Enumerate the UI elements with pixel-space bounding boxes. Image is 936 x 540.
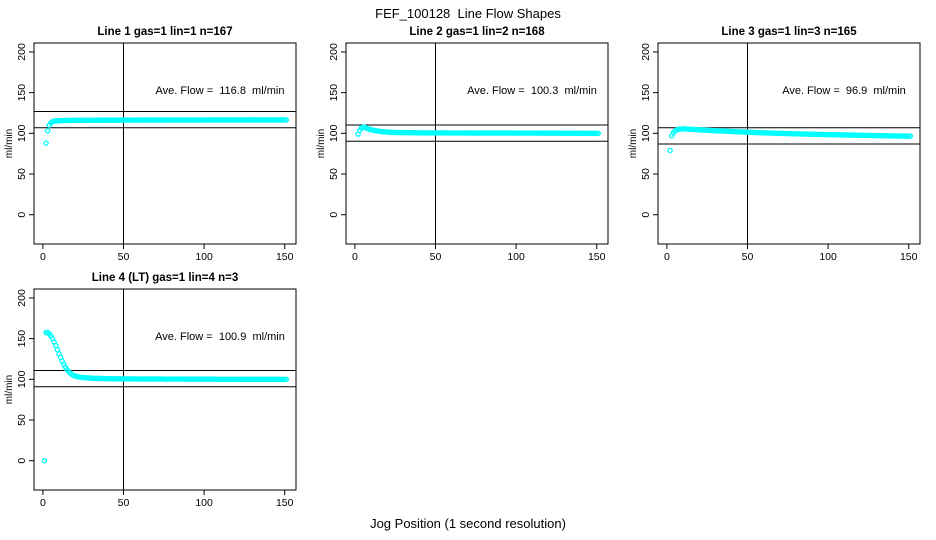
panel-title: Line 3 gas=1 lin=3 n=165	[721, 26, 857, 38]
svg-text:200: 200	[16, 289, 28, 307]
svg-text:100: 100	[195, 497, 213, 509]
panel-line-2: Line 2 gas=1 lin=2 n=168 0 50 100 150 0 50 100…	[312, 26, 624, 272]
ave-flow-annotation: Ave. Flow = 100.3 ml/min	[467, 85, 597, 97]
svg-text:0: 0	[352, 251, 358, 263]
panel-title: Line 1 gas=1 lin=1 n=167	[97, 26, 233, 38]
svg-text:100: 100	[16, 370, 28, 388]
svg-text:0: 0	[664, 251, 670, 263]
svg-text:ml/min: ml/min	[4, 129, 15, 158]
svg-text:50: 50	[118, 251, 130, 263]
svg-text:50: 50	[118, 497, 130, 509]
svg-text:150: 150	[328, 84, 340, 102]
svg-text:150: 150	[640, 84, 652, 102]
svg-text:0: 0	[640, 212, 652, 218]
figure-title: FEF_100128 Line Flow Shapes	[375, 6, 561, 21]
scatter-plot: 0 50 100 150 0 50 100 150 200 ml/min	[628, 42, 921, 263]
x-axis-label: Jog Position (1 second resolution)	[370, 516, 566, 531]
panel-title: Line 4 (LT) gas=1 lin=4 n=3	[91, 272, 239, 284]
svg-text:150: 150	[276, 251, 294, 263]
svg-text:200: 200	[328, 43, 340, 61]
scatter-plot: 0 50 100 150 0 50 100 150 200 ml/min	[316, 42, 609, 263]
panel-title: Line 2 gas=1 lin=2 n=168	[409, 26, 545, 38]
svg-text:100: 100	[819, 251, 837, 263]
svg-text:200: 200	[16, 43, 28, 61]
svg-text:100: 100	[640, 124, 652, 142]
svg-text:0: 0	[16, 458, 28, 464]
svg-text:50: 50	[742, 251, 754, 263]
panel-line-4: Line 4 (LT) gas=1 lin=4 n=3 0 50 100 150 0 50…	[0, 272, 312, 518]
svg-text:100: 100	[507, 251, 525, 263]
scatter-plot: 0 50 100 150 0 50 100 150 200 ml/min	[4, 288, 297, 509]
svg-text:150: 150	[276, 497, 294, 509]
panel-line-3: Line 3 gas=1 lin=3 n=165 0 50 100 150 0 50 100…	[624, 26, 936, 272]
svg-text:0: 0	[328, 212, 340, 218]
svg-text:ml/min: ml/min	[4, 375, 15, 404]
ave-flow-annotation: Ave. Flow = 96.9 ml/min	[782, 85, 906, 97]
scatter-plot: 0 50 100 150 0 50 100 150 200 ml/min	[4, 42, 297, 263]
svg-text:150: 150	[900, 251, 918, 263]
svg-text:200: 200	[640, 43, 652, 61]
svg-text:50: 50	[328, 168, 340, 180]
panel-line-1: Line 1 gas=1 lin=1 n=167 0 50 100 150 0 50 100…	[0, 26, 312, 272]
svg-text:0: 0	[16, 212, 28, 218]
svg-text:0: 0	[40, 497, 46, 509]
svg-text:ml/min: ml/min	[316, 129, 327, 158]
svg-text:100: 100	[16, 124, 28, 142]
svg-text:50: 50	[16, 168, 28, 180]
svg-text:50: 50	[430, 251, 442, 263]
svg-text:100: 100	[328, 124, 340, 142]
svg-text:50: 50	[16, 414, 28, 426]
svg-text:150: 150	[16, 84, 28, 102]
svg-text:150: 150	[588, 251, 606, 263]
ave-flow-annotation: Ave. Flow = 116.8 ml/min	[155, 85, 285, 97]
ave-flow-annotation: Ave. Flow = 100.9 ml/min	[155, 331, 285, 343]
svg-text:0: 0	[40, 251, 46, 263]
svg-text:50: 50	[640, 168, 652, 180]
svg-text:100: 100	[195, 251, 213, 263]
svg-text:150: 150	[16, 330, 28, 348]
svg-text:ml/min: ml/min	[628, 129, 639, 158]
